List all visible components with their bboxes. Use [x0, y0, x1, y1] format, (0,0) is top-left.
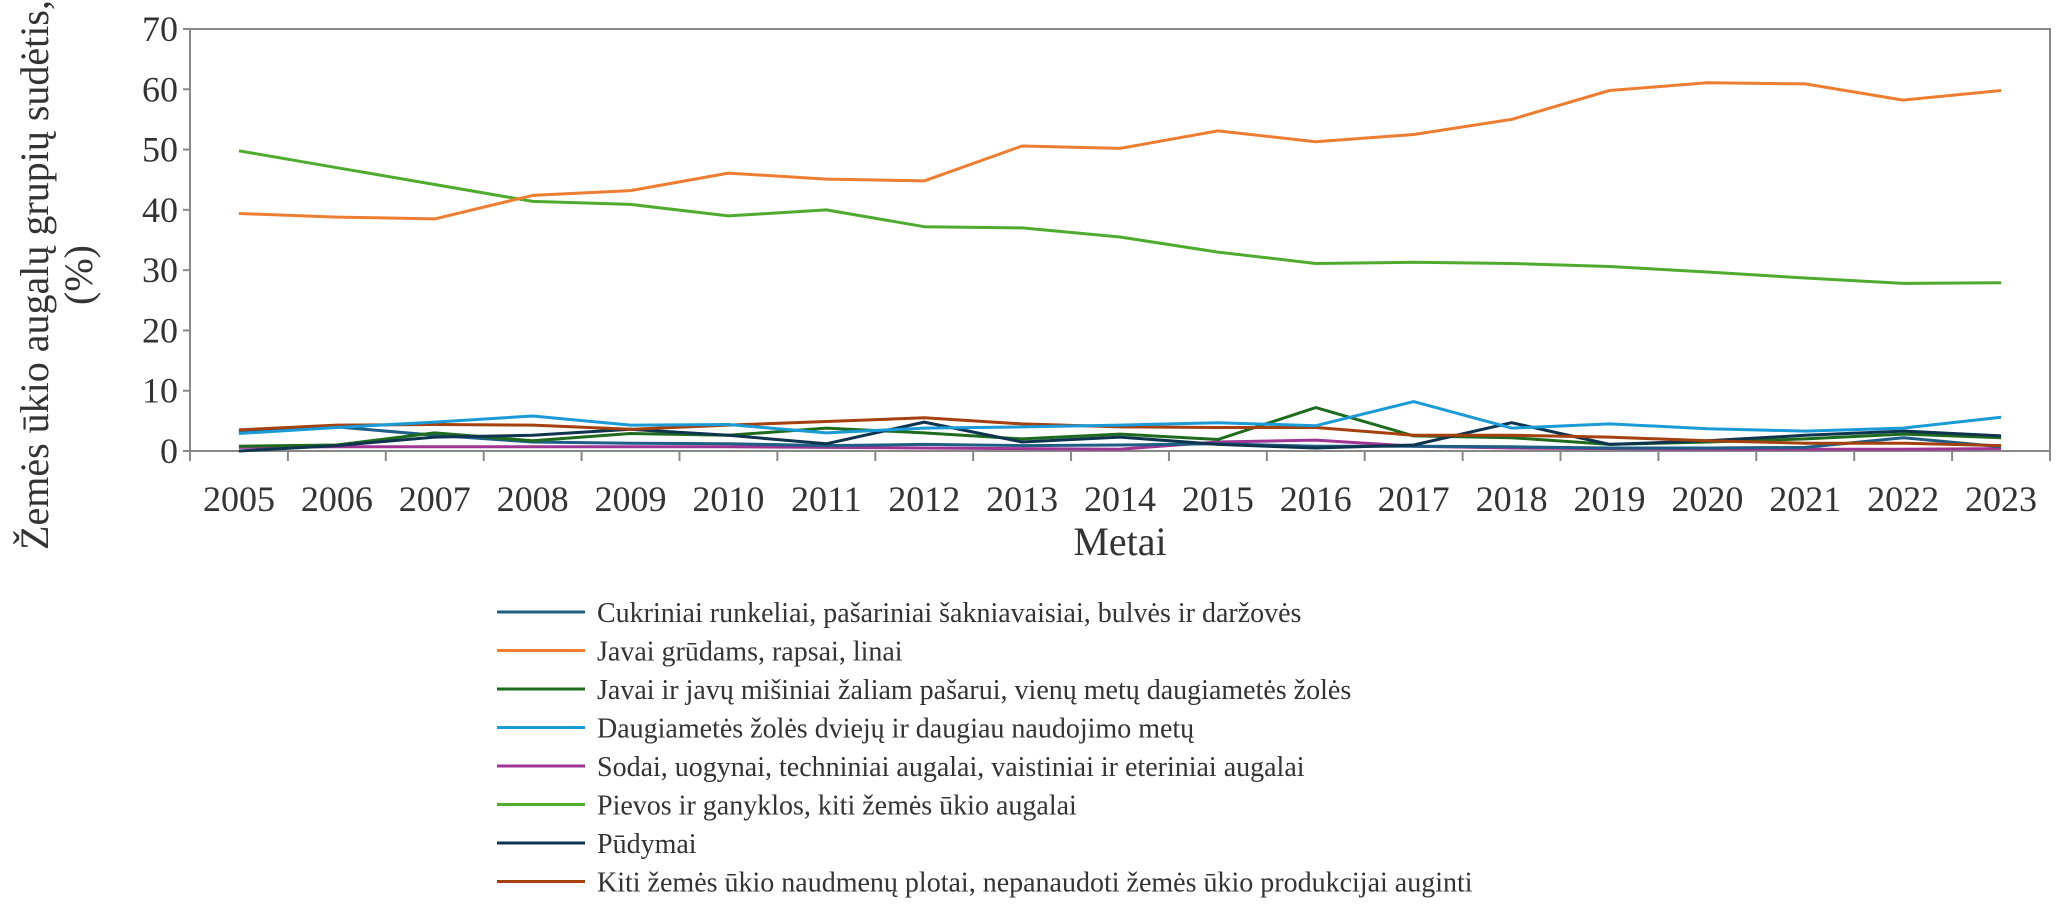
series-lines [238, 81, 2002, 453]
axes: 0 10 20 30 40 50 60 70 2005 2006 2007 2008 2009 2010 2… [142, 9, 2051, 519]
y-tick-label: 40 [142, 190, 178, 230]
x-tick-label: 2007 [399, 479, 471, 519]
x-tick-label: 2015 [1182, 479, 1254, 519]
x-tick-label: 2019 [1573, 479, 1645, 519]
legend-label: Cukriniai runkeliai, pašariniai šakniava… [597, 598, 1301, 629]
x-tick-label: 2009 [595, 479, 667, 519]
x-tick-label: 2014 [1084, 479, 1156, 519]
legend-item: Javai ir javų mišiniai žaliam pašarui, v… [497, 675, 1351, 706]
series-line-7 [238, 416, 2002, 448]
x-tick-label: 2021 [1769, 479, 1841, 519]
y-tick-label: 0 [160, 431, 178, 471]
legend-item: Cukriniai runkeliai, pašariniai šakniava… [497, 598, 1301, 629]
y-tick-label: 30 [142, 250, 178, 290]
y-axis-label: Žemės ūkio augalų grupių sudėtis, (%) [12, 0, 101, 550]
x-tick-label: 2016 [1280, 479, 1352, 519]
y-axis-label-line2: (%) [56, 245, 101, 305]
series-line-1 [238, 81, 2002, 221]
legend-item: Pūdymai [497, 829, 697, 860]
legend-label: Sodai, uogynai, techniniai augalai, vais… [597, 752, 1305, 783]
legend-item: Daugiametės žolės dviejų ir daugiau naud… [497, 714, 1195, 745]
y-tick-label: 60 [142, 69, 178, 109]
legend-label: Javai grūdams, rapsai, linai [597, 637, 903, 668]
y-tick-label: 10 [142, 371, 178, 411]
legend-item: Javai grūdams, rapsai, linai [497, 637, 903, 668]
y-tick-label: 20 [142, 310, 178, 350]
legend-label: Javai ir javų mišiniai žaliam pašarui, v… [597, 675, 1351, 706]
x-tick-label: 2010 [692, 479, 764, 519]
legend-item: Pievos ir ganyklos, kiti žemės ūkio auga… [497, 791, 1077, 822]
x-tick-label: 2005 [203, 479, 275, 519]
x-tick-label: 2022 [1867, 479, 1939, 519]
x-tick-label: 2013 [986, 479, 1058, 519]
x-axis-label: Metai [1073, 519, 1166, 564]
plot-frame [189, 28, 2051, 452]
x-tick-label: 2020 [1671, 479, 1743, 519]
legend-label: Pūdymai [597, 829, 697, 860]
legend-label: Kiti žemės ūkio naudmenų plotai, nepanau… [597, 868, 1473, 899]
y-tick-label: 70 [142, 9, 178, 49]
legend: Cukriniai runkeliai, pašariniai šakniava… [497, 598, 1473, 899]
x-tick-label: 2018 [1476, 479, 1548, 519]
x-tick-label: 2011 [791, 479, 862, 519]
series-line-5 [238, 149, 2002, 285]
x-tick-label: 2008 [497, 479, 569, 519]
x-tick-label: 2023 [1965, 479, 2037, 519]
y-axis-label-line1: Žemės ūkio augalų grupių sudėtis, [12, 0, 57, 550]
y-tick-label: 50 [142, 130, 178, 170]
legend-label: Pievos ir ganyklos, kiti žemės ūkio auga… [597, 791, 1077, 822]
legend-label: Daugiametės žolės dviejų ir daugiau naud… [597, 714, 1195, 745]
legend-item: Sodai, uogynai, techniniai augalai, vais… [497, 752, 1305, 783]
series-line-3 [238, 400, 2002, 435]
x-tick-label: 2017 [1378, 479, 1450, 519]
x-tick-label: 2012 [888, 479, 960, 519]
legend-item: Kiti žemės ūkio naudmenų plotai, nepanau… [497, 868, 1473, 899]
x-tick-label: 2006 [301, 479, 373, 519]
